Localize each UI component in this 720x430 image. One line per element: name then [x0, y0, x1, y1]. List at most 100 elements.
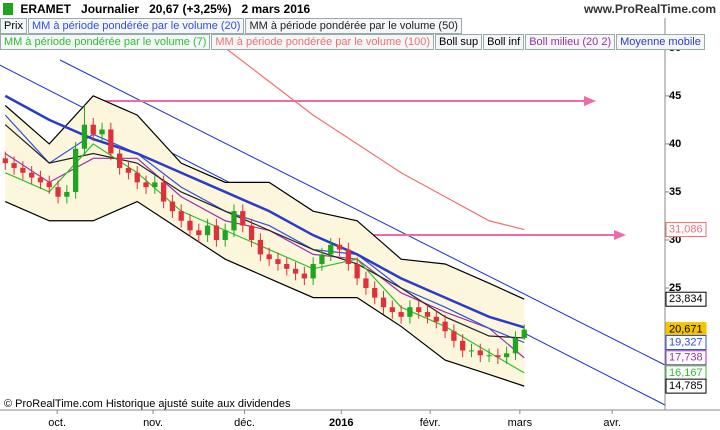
x-tick-label: avr. — [603, 417, 621, 429]
icon — [3, 3, 13, 15]
candle-body — [55, 187, 61, 197]
candle-body — [521, 329, 527, 338]
candle-body — [248, 225, 255, 240]
candle-body — [90, 124, 96, 135]
candle-body — [460, 340, 466, 351]
price-label: 20,671 — [669, 323, 703, 335]
candle-body — [336, 244, 343, 250]
legend-item[interactable]: Prix — [0, 18, 27, 34]
price-label: 31,086 — [669, 223, 703, 235]
candle-body — [442, 321, 448, 332]
candle-body — [275, 259, 281, 264]
candle-body — [372, 288, 378, 298]
legend-item[interactable]: Boll sup — [435, 34, 483, 50]
candle-body — [407, 307, 413, 317]
candle-body — [152, 182, 158, 188]
candle-body — [477, 350, 483, 356]
candle-body — [231, 211, 237, 231]
legend-row: MM à période pondérée par le volume (7) … — [0, 34, 706, 50]
candle-body — [257, 239, 264, 255]
indicator-line — [224, 47, 525, 231]
y-tick-label: 40 — [669, 138, 681, 150]
candle-body — [284, 263, 290, 269]
candle-body — [451, 331, 457, 341]
candle-body — [424, 312, 431, 317]
candle-body — [398, 312, 404, 317]
candle-body — [433, 316, 439, 322]
legend-item[interactable]: MM à période pondérée par le volume (20) — [27, 18, 245, 34]
price-label-box — [665, 222, 707, 238]
quote: 20,67 (+3,25%) — [149, 2, 232, 16]
legend-item[interactable]: Moyenne mobile — [616, 34, 705, 50]
candle-body — [134, 172, 140, 183]
candle-body — [495, 355, 501, 358]
legend-item[interactable]: MM à période pondérée par le volume (50) — [245, 18, 462, 34]
candle-body — [108, 129, 114, 154]
candle-body — [178, 211, 184, 221]
price-label-box — [665, 334, 707, 350]
candle-body — [11, 163, 17, 168]
candle-body — [240, 211, 246, 226]
candle-body — [319, 254, 325, 264]
indicator-line — [5, 200, 525, 387]
candle-body — [116, 153, 123, 168]
price-label: 14,785 — [669, 380, 703, 392]
legend-item[interactable]: MM à période pondérée par le volume (7) — [0, 34, 211, 50]
x-tick-label: 2016 — [329, 417, 353, 429]
legend-item[interactable]: MM à période pondérée par le volume (100… — [211, 34, 435, 50]
plot-layer — [2, 47, 527, 387]
candle-body — [468, 350, 475, 352]
price-label: 16,167 — [669, 367, 703, 379]
plot-area — [0, 18, 665, 410]
candle-body — [354, 263, 360, 279]
site: www.ProRealTime.com — [583, 2, 716, 16]
legend-item[interactable]: Boll inf — [483, 34, 525, 50]
trend-channel — [59, 59, 666, 366]
y-tick-label: 35 — [669, 186, 681, 198]
price-label: 23,834 — [669, 293, 703, 305]
indicator-line — [4, 95, 525, 300]
y-tick-label: 25 — [669, 282, 681, 294]
price-label-box — [665, 350, 707, 366]
legend-item[interactable]: Boll milieu (20 2) — [525, 34, 616, 50]
candle-body — [46, 182, 52, 188]
candle-body — [213, 225, 220, 240]
y-tick-label: 45 — [669, 90, 681, 102]
annotation-arrow-head — [614, 230, 626, 240]
candle-body — [310, 263, 316, 279]
price-label: 17,738 — [669, 352, 703, 364]
candle-body — [81, 124, 88, 149]
candle-body — [486, 355, 492, 357]
x-tick-label: oct. — [48, 417, 66, 429]
candle-body — [328, 244, 334, 255]
candle-body — [222, 230, 228, 240]
candle-body — [345, 249, 351, 264]
candle-body — [99, 129, 105, 135]
candle-body — [266, 254, 272, 260]
x-tick-label: déc. — [234, 417, 255, 429]
candle-body — [204, 225, 211, 236]
candle-body — [416, 307, 422, 313]
candle-body — [2, 158, 8, 164]
legend-row: Prix MM à période pondérée par le volume… — [0, 18, 463, 34]
candle-body — [512, 337, 519, 354]
header: ERAMET Journalier 20,67 (+3,25%) 2 mars … — [0, 0, 720, 18]
date: 2 mars 2016 — [241, 2, 311, 16]
candle-body — [125, 167, 132, 173]
candle-body — [363, 278, 369, 289]
bollinger-fill — [5, 95, 525, 387]
candle-body — [389, 307, 395, 313]
candle-body — [143, 182, 149, 188]
candle-body — [20, 167, 26, 173]
price-label-box — [665, 291, 707, 307]
price-label-box — [665, 378, 707, 394]
candle-body — [504, 353, 510, 358]
x-tick-label: nov. — [143, 417, 163, 429]
candle-body — [196, 230, 202, 236]
candle-body — [380, 297, 387, 308]
period: Journalier — [81, 2, 140, 16]
symbol: ERAMET — [20, 2, 72, 16]
candle-body — [73, 148, 79, 192]
